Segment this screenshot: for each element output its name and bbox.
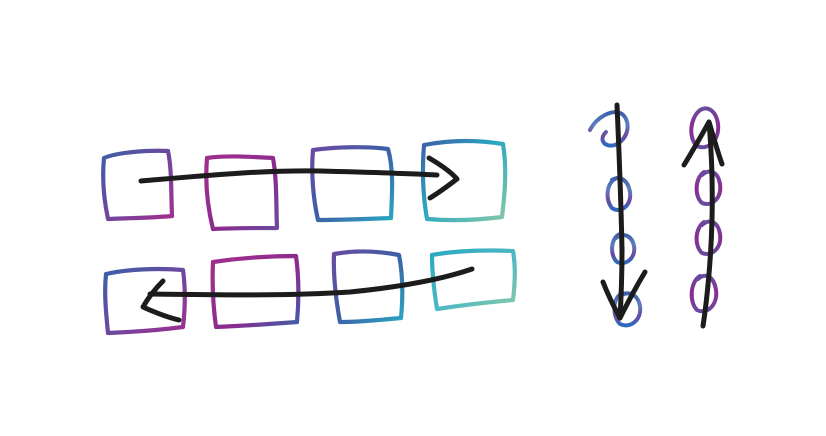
arrow-up-head bbox=[681, 119, 725, 168]
arrow-right-shaft bbox=[138, 168, 440, 184]
loop-down-1 bbox=[588, 110, 630, 148]
arrow-left bbox=[140, 266, 475, 323]
top-row bbox=[101, 139, 508, 232]
column-down bbox=[588, 102, 648, 328]
arrow-left-head bbox=[140, 278, 182, 323]
arrow-left-shaft bbox=[147, 266, 475, 298]
loop-down-2 bbox=[605, 176, 633, 212]
column-up bbox=[681, 106, 725, 329]
box-top-3 bbox=[310, 145, 395, 223]
box-top-1 bbox=[101, 148, 175, 222]
arrow-up-shaft bbox=[700, 119, 715, 329]
arrow-down-shaft bbox=[614, 102, 625, 321]
loop-up-2 bbox=[694, 169, 723, 206]
arrow-down-head bbox=[600, 269, 648, 321]
arrow-right-head bbox=[426, 155, 460, 201]
arrow-right bbox=[138, 155, 460, 201]
bottom-row bbox=[103, 248, 517, 336]
box-bottom-4 bbox=[429, 248, 517, 312]
box-top-4 bbox=[420, 139, 508, 223]
loop-down-3 bbox=[610, 232, 637, 265]
box-bottom-3 bbox=[331, 249, 405, 325]
box-bottom-2 bbox=[210, 253, 301, 330]
box-top-2 bbox=[204, 154, 280, 232]
box-bottom-1 bbox=[103, 266, 187, 336]
